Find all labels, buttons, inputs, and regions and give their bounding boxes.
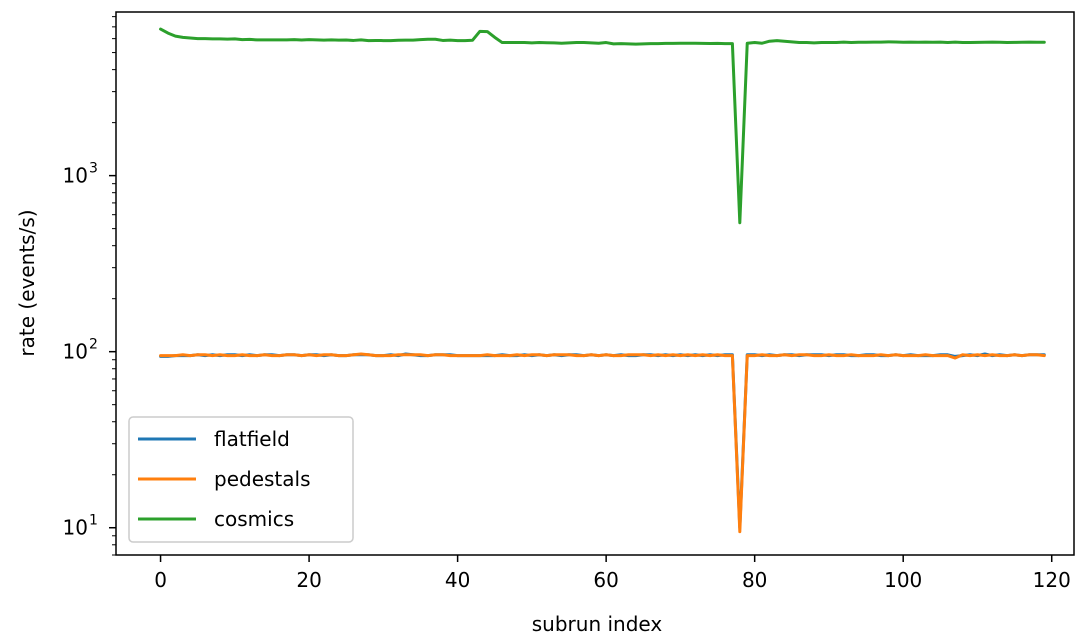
x-tick-label: 0	[154, 568, 167, 592]
y-tick-label: 10	[63, 516, 88, 540]
y-axis-label: rate (events/s)	[15, 209, 39, 356]
series-layer	[159, 27, 1046, 534]
legend-label-cosmics: cosmics	[214, 507, 294, 531]
legend-box	[128, 416, 354, 543]
series-line-cosmics	[159, 27, 1046, 225]
x-tick-label: 60	[593, 568, 618, 592]
y-tick-label: 10	[63, 340, 88, 364]
y-tick-label-exponent: 3	[89, 161, 98, 177]
x-tick-label: 100	[884, 568, 922, 592]
x-tick-label: 20	[296, 568, 321, 592]
series-line-pedestals	[159, 352, 1046, 534]
y-tick-label: 10	[63, 164, 88, 188]
plot-frame	[115, 11, 1075, 556]
x-axis-label: subrun index	[532, 612, 663, 636]
legend: flatfield pedestals cosmics	[128, 416, 354, 543]
legend-label-pedestals: pedestals	[214, 467, 311, 491]
x-tick-label: 120	[1033, 568, 1071, 592]
y-tick-label-exponent: 1	[89, 513, 98, 529]
y-tick-label-exponent: 2	[89, 337, 98, 353]
x-tick-label: 80	[742, 568, 767, 592]
legend-label-flatfield: flatfield	[214, 427, 290, 451]
x-tick-label: 40	[445, 568, 470, 592]
